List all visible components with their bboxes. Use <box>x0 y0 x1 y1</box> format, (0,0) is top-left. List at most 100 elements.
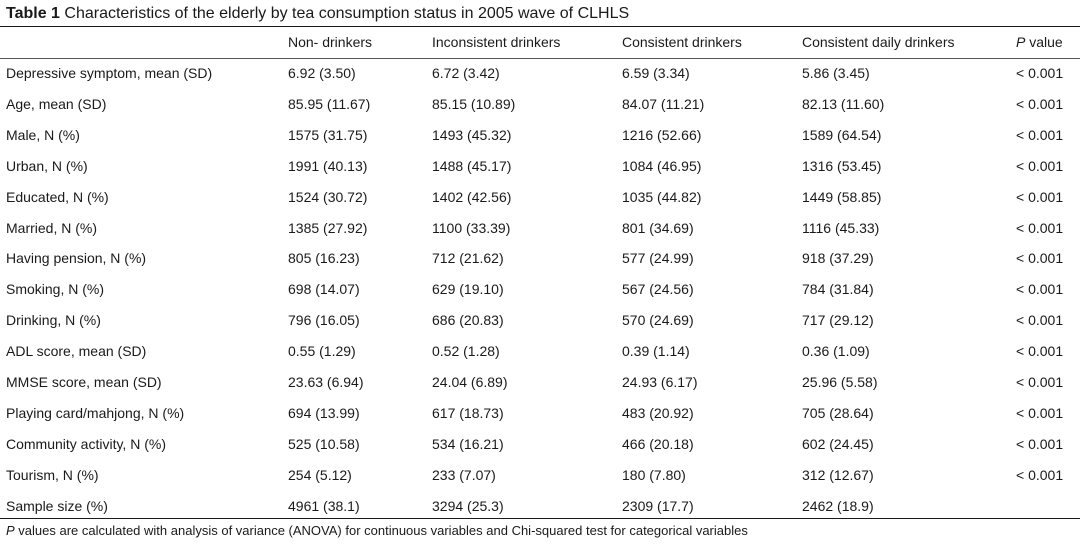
table-cell: 0.55 (1.29) <box>288 343 356 360</box>
table-body: Depressive symptom, mean (SD) 6.92 (3.50)… <box>0 58 1080 522</box>
table-cell: 84.07 (11.21) <box>622 95 705 112</box>
table-cell: 6.59 (3.34) <box>622 65 690 81</box>
p-value-cell: < 0.001 <box>1016 374 1064 391</box>
p-value-cell: < 0.001 <box>1016 188 1064 205</box>
p-value-cell: < 0.001 <box>1016 219 1064 236</box>
footnote-text: values are calculated with analysis of v… <box>14 523 748 538</box>
table-cell: 784 (31.84) <box>802 281 874 298</box>
table-cell: 85.95 (11.67) <box>288 95 371 112</box>
table-row: Tourism, N (%) 254 (5.12) 233 (7.07) 180 (7… <box>0 460 1080 491</box>
p-value-cell: < 0.001 <box>1016 126 1064 143</box>
row-label: Age, mean (SD) <box>6 95 107 112</box>
column-header-consistent-daily-drinkers: Consistent daily drinkers <box>802 34 955 50</box>
table-row: Smoking, N (%) 698 (14.07) 629 (19.10) 567 … <box>0 274 1080 305</box>
table-cell: 233 (7.07) <box>432 466 496 483</box>
p-value-cell: < 0.001 <box>1016 466 1064 483</box>
row-label: Depressive symptom, mean (SD) <box>6 65 213 81</box>
table-cell: 2309 (17.7) <box>622 497 694 514</box>
row-label: Male, N (%) <box>6 126 80 143</box>
table-cell: 85.15 (10.89) <box>432 95 516 112</box>
column-header-p-value: P value <box>1016 27 1080 58</box>
p-value-cell: < 0.001 <box>1016 281 1064 298</box>
table-row: Age, mean (SD) 85.95 (11.67) 85.15 (10.89)… <box>0 89 1080 120</box>
table-cell: 1575 (31.75) <box>288 126 368 143</box>
row-label: Community activity, N (%) <box>6 435 166 452</box>
table-cell: 577 (24.99) <box>622 250 694 267</box>
table-row: Urban, N (%) 1991 (40.13) 1488 (45.17) 1084… <box>0 151 1080 182</box>
p-value-cell: < 0.001 <box>1016 95 1064 112</box>
table-cell: 1035 (44.82) <box>622 188 702 205</box>
table-cell: 629 (19.10) <box>432 281 504 298</box>
table-cell: 3294 (25.3) <box>432 497 504 514</box>
table-cell: 1385 (27.92) <box>288 219 368 236</box>
column-header-non-drinkers: Non- drinkers <box>288 34 373 50</box>
table-cell: 805 (16.23) <box>288 250 360 267</box>
table-row: Having pension, N (%) 805 (16.23) 712 (21.… <box>0 243 1080 274</box>
p-value-cell: < 0.001 <box>1016 250 1064 267</box>
table-cell: 1524 (30.72) <box>288 188 368 205</box>
p-value-cell: < 0.001 <box>1016 404 1064 421</box>
table-cell: 1116 (45.33) <box>802 219 880 236</box>
row-label: Drinking, N (%) <box>6 312 101 329</box>
row-label: Educated, N (%) <box>6 188 109 205</box>
p-value-cell: < 0.001 <box>1016 435 1064 452</box>
table-cell: 567 (24.56) <box>622 281 694 298</box>
table-row: Educated, N (%) 1524 (30.72) 1402 (42.56) 1… <box>0 182 1080 213</box>
table-cell: 6.72 (3.42) <box>432 65 500 81</box>
table-cell: 918 (37.29) <box>802 250 874 267</box>
table-cell: 1589 (64.54) <box>802 126 882 143</box>
table-label: Table 1 <box>6 5 60 22</box>
table-cell: 698 (14.07) <box>288 281 360 298</box>
table-cell: 1216 (52.66) <box>622 126 702 143</box>
table-row: Drinking, N (%) 796 (16.05) 686 (20.83) 570… <box>0 305 1080 336</box>
table-title: Table 1 Characteristics of the elderly b… <box>6 2 629 26</box>
table-cell: 602 (24.45) <box>802 435 874 452</box>
table-cell: 2462 (18.9) <box>802 497 874 514</box>
row-label: ADL score, mean (SD) <box>6 343 147 360</box>
row-label: Having pension, N (%) <box>6 250 147 267</box>
table-row: Male, N (%) 1575 (31.75) 1493 (45.32) 1216 … <box>0 120 1080 151</box>
table-cell: 254 (5.12) <box>288 466 352 483</box>
table-cell: 1100 (33.39) <box>432 219 511 236</box>
table-cell: 686 (20.83) <box>432 312 504 329</box>
p-value-cell: < 0.001 <box>1016 312 1064 329</box>
table-cell: 1402 (42.56) <box>432 188 512 205</box>
table-cell: 717 (29.12) <box>802 312 874 329</box>
p-value-cell: < 0.001 <box>1016 65 1064 81</box>
table-cell: 796 (16.05) <box>288 312 360 329</box>
column-header-consistent-drinkers: Consistent drinkers <box>622 34 742 50</box>
table-row: Married, N (%) 1385 (27.92) 1100 (33.39) 80… <box>0 213 1080 244</box>
table-cell: 25.96 (5.58) <box>802 374 878 391</box>
footnote-p-italic: P <box>6 523 15 538</box>
column-header-inconsistent-drinkers: Inconsistent drinkers <box>432 34 561 50</box>
row-label: MMSE score, mean (SD) <box>6 374 162 391</box>
row-label: Urban, N (%) <box>6 157 88 174</box>
row-label: Married, N (%) <box>6 219 98 236</box>
table-cell: 534 (16.21) <box>432 435 504 452</box>
table-cell: 1316 (53.45) <box>802 157 882 174</box>
table-cell: 180 (7.80) <box>622 466 686 483</box>
table-cell: 1488 (45.17) <box>432 157 512 174</box>
table-cell: 82.13 (11.60) <box>802 95 885 112</box>
p-value-cell: < 0.001 <box>1016 157 1064 174</box>
table-cell: 801 (34.69) <box>622 219 694 236</box>
table-row: MMSE score, mean (SD) 23.63 (6.94) 24.04 (… <box>0 367 1080 398</box>
table-footnote: P values are calculated with analysis of… <box>6 520 748 542</box>
row-label: Sample size (%) <box>6 497 108 514</box>
table-cell: 4961 (38.1) <box>288 497 360 514</box>
table-cell: 0.39 (1.14) <box>622 343 690 360</box>
table-cell: 694 (13.99) <box>288 404 360 421</box>
table-cell: 5.86 (3.45) <box>802 65 870 81</box>
row-label: Smoking, N (%) <box>6 281 105 298</box>
table-cell: 570 (24.69) <box>622 312 694 329</box>
table-cell: 0.36 (1.09) <box>802 343 870 360</box>
table-cell: 1991 (40.13) <box>288 157 368 174</box>
table-cell: 525 (10.58) <box>288 435 360 452</box>
table-row: Sample size (%) 4961 (38.1) 3294 (25.3) 230… <box>0 491 1080 522</box>
p-value-cell <box>1016 491 1080 522</box>
top-rule <box>0 26 1080 27</box>
table-cell: 312 (12.67) <box>802 466 874 483</box>
table-cell: 617 (18.73) <box>432 404 504 421</box>
table-cell: 705 (28.64) <box>802 404 874 421</box>
p-value-suffix: value <box>1025 34 1063 50</box>
